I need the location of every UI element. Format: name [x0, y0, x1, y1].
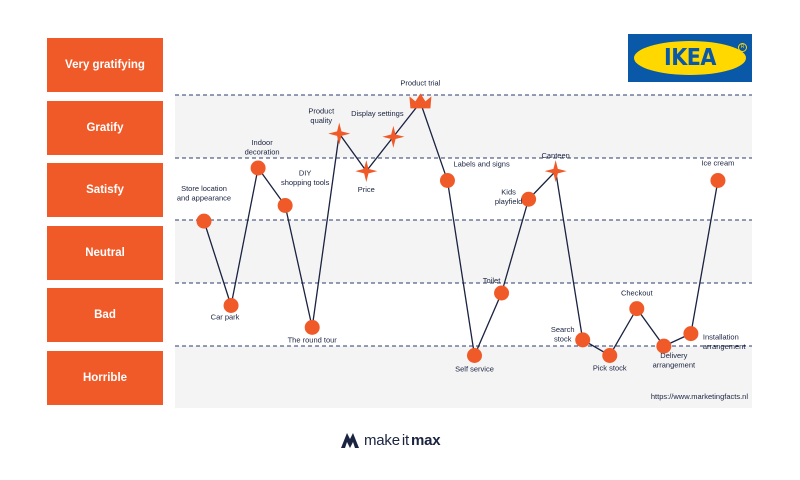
point-self-service [467, 348, 482, 363]
point-indoor-decoration [250, 160, 266, 176]
ikea-logo-text: IKEA [664, 45, 716, 71]
point-delivery-arrangement [656, 338, 672, 354]
point-label-checkout: Checkout [621, 289, 654, 298]
point-label-the-round-tour: The round tour [288, 335, 338, 344]
brand-name: make it max [364, 431, 441, 449]
point-label-installation-arrangement: Installation arrangement [703, 333, 746, 352]
point-store-location-and-appearance [196, 213, 212, 229]
brand-footer: make it max [340, 428, 441, 452]
journey-line [203, 101, 719, 358]
point-label-search-stock: Search stock [551, 325, 575, 344]
point-label-kids-playfield: Kids playfield [495, 187, 523, 206]
source-url: https://www.marketingfacts.nl [650, 392, 748, 401]
sparkle-icon-display-settings [382, 125, 405, 148]
point-label-indoor-decoration: Indoor decoration [245, 138, 280, 157]
makeitmax-logo-icon [341, 433, 359, 448]
point-label-display-settings: Display settings [351, 109, 404, 118]
brand-name-part3: max [411, 431, 441, 449]
crown-icon-product-trial [409, 93, 432, 109]
point-label-product-trial: Product trial [400, 78, 440, 87]
point-search-stock [575, 332, 591, 348]
sparkle-icon-canteen [544, 160, 567, 183]
band-gratify [175, 95, 752, 158]
point-label-delivery-arrangement: Delivery arrangement [653, 351, 696, 370]
point-label-canteen: Canteen [541, 151, 569, 160]
point-pick-stock [602, 348, 618, 363]
brand-name-part1: make [364, 431, 400, 449]
brand-name-part2: it [401, 431, 409, 449]
sparkle-icon-product-quality [328, 122, 351, 145]
point-label-store-location-and-appearance: Store location and appearance [177, 184, 231, 203]
point-label-self-service: Self service [455, 365, 494, 374]
point-label-price: Price [358, 185, 375, 194]
point-the-round-tour [304, 319, 320, 335]
ikea-logo-oval: IKEA [634, 41, 746, 75]
point-installation-arrangement [683, 326, 699, 342]
band-neutral [175, 220, 752, 283]
point-ice-cream [710, 173, 726, 188]
level-box-bad: Bad [47, 288, 163, 342]
level-box-satisfy: Satisfy [47, 163, 163, 217]
point-kids-playfield [521, 191, 537, 207]
point-label-diy-shopping-tools: DIY shopping tools [281, 169, 330, 188]
point-toilet [494, 285, 510, 301]
point-checkout [629, 301, 645, 317]
level-box-very-gratifying: Very gratifying [47, 38, 163, 92]
point-car-park [223, 298, 239, 313]
ikea-logo: IKEA R [628, 34, 752, 82]
point-diy-shopping-tools [277, 198, 293, 213]
registered-mark: R [738, 43, 747, 52]
point-label-pick-stock: Pick stock [593, 364, 627, 373]
point-label-toilet: Toilet [483, 276, 501, 285]
point-label-car-park: Car park [211, 313, 240, 322]
point-label-labels-and-signs: Labels and signs [453, 160, 510, 169]
sparkle-icon-price [355, 160, 378, 183]
band-horrible [175, 346, 752, 408]
level-box-gratify: Gratify [47, 100, 163, 155]
point-label-ice-cream: Ice cream [701, 159, 734, 168]
level-box-horrible: Horrible [47, 350, 163, 405]
point-label-product-quality: Product quality [308, 107, 335, 126]
point-labels-and-signs [439, 173, 455, 188]
level-box-neutral: Neutral [47, 225, 163, 280]
